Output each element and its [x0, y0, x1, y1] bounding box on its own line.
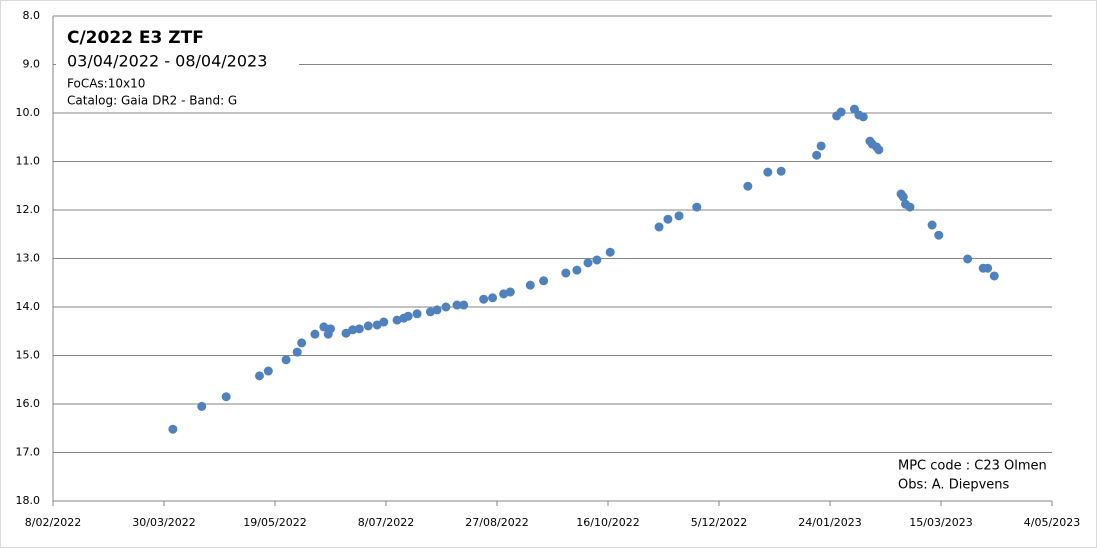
data-point — [326, 324, 335, 334]
annotation: Obs: A. Diepvens — [898, 478, 1010, 493]
data-point — [441, 302, 451, 312]
data-point — [776, 166, 786, 176]
y-tick-label: 9.0 — [23, 58, 41, 71]
data-point — [459, 300, 469, 310]
data-point — [505, 287, 515, 297]
data-point — [341, 328, 351, 338]
x-tick-label: 4/05/2023 — [1024, 516, 1080, 529]
x-tick-label: 15/03/2023 — [909, 516, 972, 529]
data-point — [927, 220, 937, 230]
y-tick-label: 11.0 — [16, 155, 41, 168]
data-point — [197, 401, 207, 411]
data-point — [221, 392, 231, 402]
chart-title: C/2022 E3 ZTF — [67, 28, 204, 48]
data-point — [281, 355, 291, 365]
y-tick-label: 16.0 — [16, 397, 41, 410]
data-point — [488, 293, 498, 303]
y-tick-label: 14.0 — [16, 300, 41, 313]
note-box — [893, 456, 1051, 498]
x-tick-label: 30/03/2022 — [132, 516, 195, 529]
annotation: MPC code : C23 Olmen — [898, 459, 1047, 474]
x-tick-label: 24/01/2023 — [798, 516, 861, 529]
x-tick-label: 27/08/2022 — [465, 516, 528, 529]
data-point — [525, 280, 535, 290]
y-tick-label: 12.0 — [16, 203, 41, 216]
data-point — [763, 167, 773, 177]
data-point — [692, 202, 702, 212]
data-point — [663, 214, 673, 224]
data-point — [605, 247, 615, 257]
data-point — [354, 324, 364, 334]
data-point — [168, 424, 178, 434]
data-point — [905, 202, 915, 212]
data-point — [874, 145, 884, 155]
data-point — [452, 300, 462, 310]
y-tick-label: 18.0 — [16, 494, 41, 507]
data-point — [934, 230, 944, 240]
chart-subtitle: 03/04/2022 - 08/04/2023 — [67, 52, 267, 71]
data-point — [989, 271, 999, 281]
data-point — [572, 265, 582, 275]
data-point — [263, 366, 273, 376]
data-point — [297, 338, 307, 348]
data-point — [674, 211, 684, 221]
data-point — [812, 150, 822, 160]
data-point — [743, 181, 753, 191]
data-point — [592, 255, 602, 265]
data-point — [292, 347, 302, 357]
x-tick-label: 8/07/2022 — [358, 516, 414, 529]
data-point — [858, 112, 868, 122]
data-point — [254, 371, 264, 381]
y-tick-label: 17.0 — [16, 446, 41, 459]
data-point — [403, 311, 413, 321]
data-point — [816, 141, 826, 151]
data-point — [561, 268, 571, 278]
annotation: Catalog: Gaia DR2 - Band: G — [67, 94, 237, 108]
data-point — [310, 329, 320, 339]
annotation: FoCAs:10x10 — [67, 77, 145, 91]
data-point — [583, 258, 593, 268]
y-tick-label: 8.0 — [23, 9, 41, 22]
data-point — [654, 222, 664, 232]
data-point — [898, 192, 908, 202]
y-tick-label: 10.0 — [16, 106, 41, 119]
data-point — [963, 254, 973, 264]
y-tick-label: 13.0 — [16, 252, 41, 265]
data-point — [836, 107, 846, 117]
data-point — [379, 317, 389, 327]
data-point — [983, 263, 993, 273]
data-point — [412, 309, 422, 319]
x-tick-label: 5/12/2022 — [691, 516, 747, 529]
title-box — [56, 19, 299, 109]
x-tick-label: 19/05/2022 — [243, 516, 306, 529]
data-point — [432, 305, 442, 315]
data-point — [348, 325, 358, 335]
data-point — [363, 321, 373, 331]
x-tick-label: 8/02/2022 — [25, 516, 81, 529]
data-point — [539, 276, 549, 286]
data-point — [479, 294, 489, 304]
y-tick-label: 15.0 — [16, 349, 41, 362]
x-tick-label: 16/10/2022 — [576, 516, 639, 529]
